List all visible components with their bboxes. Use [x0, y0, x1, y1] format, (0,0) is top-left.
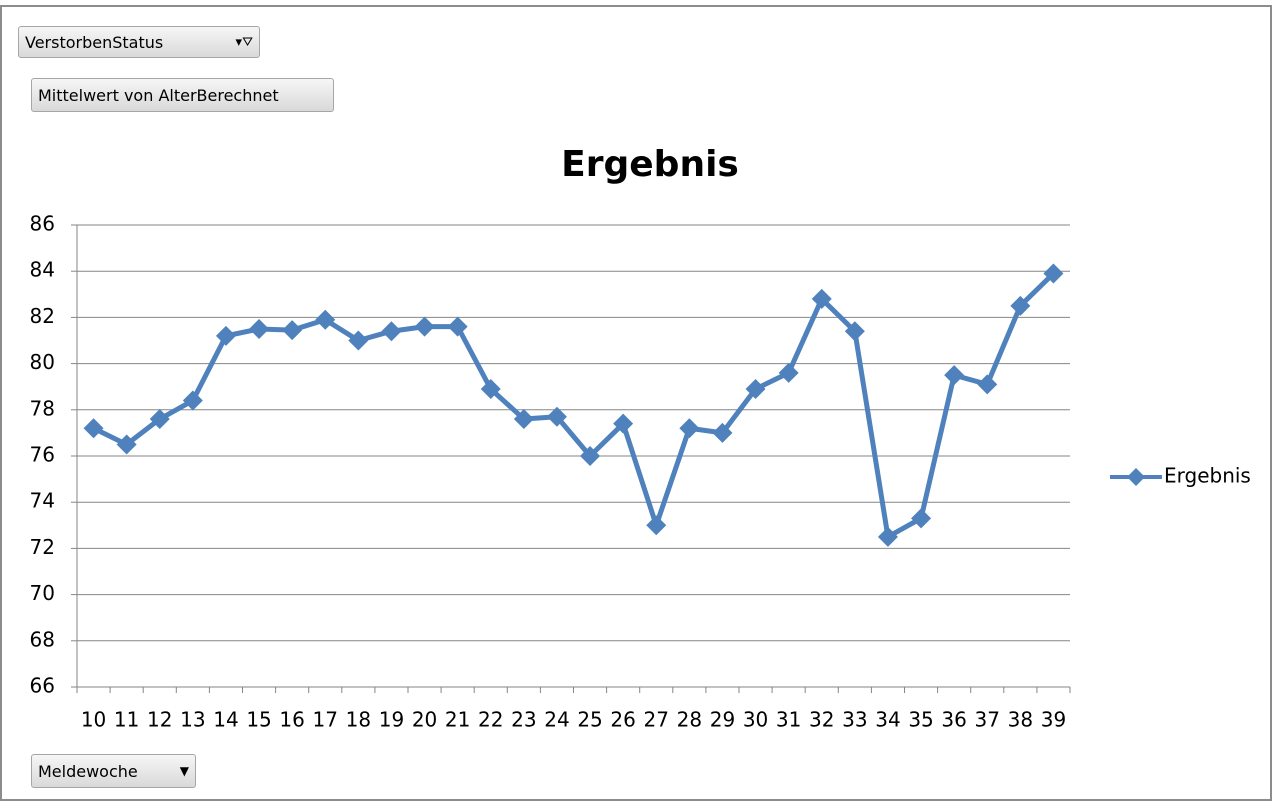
button-label: Mittelwert von AlterBerechnet — [38, 85, 279, 105]
y-tick-label: 86 — [30, 212, 55, 236]
x-tick-label: 18 — [346, 708, 371, 732]
data-line — [92, 271, 1056, 540]
chart-border — [0, 5, 1272, 801]
x-tick-label: 26 — [610, 708, 635, 732]
data-marker — [215, 325, 236, 346]
y-tick-label: 78 — [30, 396, 55, 420]
x-tick-label: 21 — [445, 708, 470, 732]
data-marker — [712, 422, 733, 443]
x-tick-label: 27 — [644, 708, 669, 732]
data-marker — [116, 434, 137, 455]
button-label: Meldewoche — [38, 761, 138, 781]
data-marker — [249, 318, 270, 339]
y-tick-label: 66 — [30, 674, 55, 698]
x-tick-label: 29 — [710, 708, 735, 732]
x-tick-label: 33 — [842, 708, 867, 732]
y-tick-label: 84 — [30, 258, 55, 282]
data-marker — [315, 309, 336, 330]
data-marker — [348, 330, 369, 351]
x-tick-label: 28 — [677, 708, 702, 732]
x-tick-label: 39 — [1041, 708, 1066, 732]
data-marker — [679, 418, 700, 439]
x-tick-label: 23 — [511, 708, 536, 732]
x-tick-label: 22 — [478, 708, 503, 732]
y-tick-label: 74 — [30, 489, 55, 513]
data-marker — [381, 321, 402, 342]
data-marker — [745, 379, 766, 400]
data-marker — [1043, 263, 1064, 284]
filter-icon: ▾⛛ — [235, 34, 253, 50]
x-tick-label: 14 — [213, 708, 238, 732]
data-marker — [580, 446, 601, 466]
x-tick-label: 11 — [114, 708, 139, 732]
y-tick-label: 82 — [30, 304, 55, 328]
x-tick-label: 30 — [743, 708, 768, 732]
chart-title: Ergebnis — [561, 144, 739, 185]
x-tick-label: 25 — [577, 708, 602, 732]
value-button[interactable]: Mittelwert von AlterBerechnet — [31, 78, 334, 112]
data-marker — [149, 409, 170, 430]
x-tick-label: 36 — [941, 708, 966, 732]
x-tick-label: 32 — [809, 708, 834, 732]
y-tick-label: 70 — [30, 581, 55, 605]
x-tick-label: 20 — [412, 708, 437, 732]
legend-label: Ergebnis — [1164, 464, 1251, 488]
data-marker — [1010, 295, 1031, 316]
x-tick-label: 37 — [975, 708, 1000, 732]
x-tick-label: 34 — [875, 708, 900, 732]
data-marker — [811, 288, 832, 309]
x-tick-label: 17 — [313, 708, 338, 732]
y-tick-label: 76 — [30, 443, 55, 467]
data-marker — [844, 321, 865, 342]
data-marker — [182, 390, 203, 411]
x-tick-label: 10 — [81, 708, 106, 732]
legend-marker — [1127, 468, 1145, 486]
data-marker — [513, 409, 534, 430]
button-label: VerstorbenStatus — [25, 32, 164, 52]
data-marker — [646, 515, 667, 536]
x-tick-label: 38 — [1008, 708, 1033, 732]
x-tick-label: 13 — [180, 708, 205, 732]
x-tick-label: 15 — [246, 708, 271, 732]
data-marker — [613, 413, 634, 434]
dropdown-icon: ▼ — [179, 764, 189, 778]
data-marker — [944, 365, 965, 386]
data-marker — [911, 508, 932, 529]
data-marker — [282, 320, 303, 341]
data-marker — [414, 316, 435, 337]
x-tick-label: 24 — [544, 708, 569, 732]
data-marker — [83, 418, 104, 439]
data-marker — [877, 526, 898, 547]
x-tick-label: 31 — [776, 708, 801, 732]
x-tick-label: 19 — [379, 708, 404, 732]
y-tick-label: 72 — [30, 535, 55, 559]
data-marker — [447, 316, 468, 337]
data-marker — [778, 362, 799, 383]
data-marker — [480, 379, 501, 400]
x-tick-label: 16 — [279, 708, 304, 732]
y-tick-label: 68 — [30, 627, 55, 651]
y-tick-label: 80 — [30, 350, 55, 374]
filter-button[interactable]: VerstorbenStatus ▾⛛ — [18, 26, 260, 58]
x-tick-label: 12 — [147, 708, 172, 732]
x-tick-label: 35 — [908, 708, 933, 732]
axis-button[interactable]: Meldewoche ▼ — [31, 754, 196, 788]
data-marker — [977, 374, 998, 395]
data-marker — [546, 406, 567, 427]
